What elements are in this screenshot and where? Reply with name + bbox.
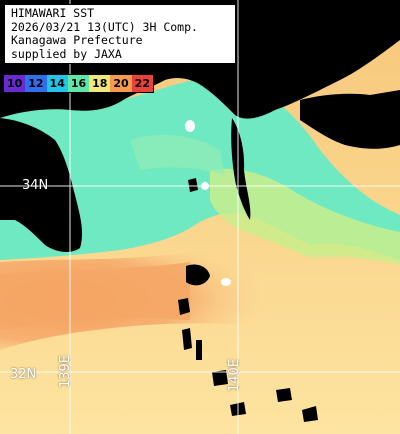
land-niijima [182,328,192,350]
land-hachijo [276,388,292,402]
latitude-label-34n: 34N [22,178,49,193]
land-kozu [196,340,202,360]
warm-core [0,262,190,330]
colorbar-cell-10: 10 [4,75,26,92]
colorbar-cell-14: 14 [46,75,68,92]
land-miyake [212,370,228,386]
longitude-label-139e: 139E [58,354,73,388]
land-chain-e [302,406,318,422]
mid-water [210,168,400,265]
land-oshima [186,264,210,286]
colorbar-cell-20: 20 [110,75,132,92]
land-toshima [178,298,190,315]
longitude-label-140e: 140E [227,358,242,392]
colorbar-cell-16: 16 [67,75,90,92]
colorbar-cell-18: 18 [89,75,111,92]
mid-water-2 [130,134,225,175]
sst-colorbar: 10 12 14 16 18 20 22 [3,74,154,93]
colorbar-cell-12: 12 [25,75,47,92]
credit: supplied by JAXA [11,46,122,61]
land-boso [300,90,400,149]
dataset-title: HIMAWARI SST [11,6,95,20]
colorbar-cell-22: 22 [131,75,153,92]
land-miura [231,118,251,220]
land-small [188,178,198,192]
timestamp: 2026/03/21 13(UTC) 3H Comp. [11,19,198,34]
nodata-3 [221,278,231,286]
nodata-1 [185,120,195,132]
land-izu [0,118,83,252]
region-name: Kanagawa Prefecture [11,33,143,47]
info-box: HIMAWARI SST 2026/03/21 13(UTC) 3H Comp.… [4,4,236,64]
latitude-label-32n: 32N [10,367,37,382]
